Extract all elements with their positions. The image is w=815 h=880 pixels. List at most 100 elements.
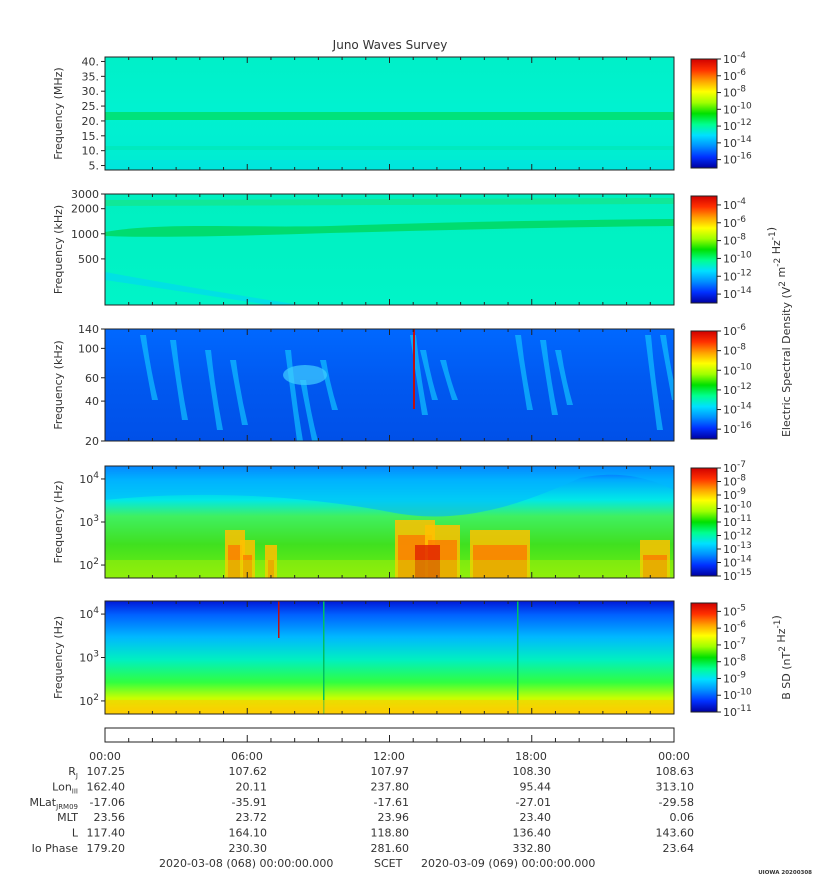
footer-scet-label: SCET [374,857,403,870]
figure-title: Juno Waves Survey [332,38,448,52]
colorbar-tick-label: 10-14 [723,402,752,417]
ephemeris-value: 23.72 [236,811,268,824]
y-axis-label: Frequency (kHz) [52,205,65,294]
ephemeris-value: -17.06 [90,796,125,809]
ephemeris-value: 0.06 [670,811,695,824]
spectral-features-lfr-high [140,329,674,441]
ephemeris-value: 332.80 [513,842,552,855]
ephemeris-row: L 117.40 164.10 118.80 136.40 143.60 [72,827,694,840]
ephemeris-label: L [72,827,79,840]
ephemeris-value: 313.10 [656,780,695,793]
colorbar-tick-label: 10-8 [723,85,746,100]
spectrogram-lfr-high [105,329,674,441]
colorbar-tick-label: 10-15 [723,568,752,583]
ephemeris-value: 118.80 [371,827,410,840]
ephemeris-value: 136.40 [513,827,552,840]
colorbar-title: Electric Spectral Density (V2 m-2 Hz-1) [765,227,793,437]
y-tick-label: 15. [82,130,100,143]
footer-end-time: 2020-03-09 (069) 00:00:00.000 [421,857,595,870]
y-tick-label: 35. [82,70,100,83]
ephemeris-label: Io Phase [32,842,79,855]
colorbar-tick-label: 10-12 [723,382,752,397]
colorbar-tick-label: 10-10 [723,250,752,265]
colorbar-tick-label: 10-6 [723,215,746,230]
y-tick-label: 140 [78,323,99,336]
colorbar-lfr-high: 10-6 10-8 10-10 10-12 10-14 10-16 [690,323,752,440]
ephemeris-value: 107.97 [371,765,410,778]
colorbar-tick-label: 10-16 [723,152,752,167]
y-tick-label: 40 [85,395,99,408]
ephemeris-value: 95.44 [520,780,552,793]
ephemeris-row: RJ 107.25 107.62 107.97 108.30 108.63 [68,765,694,780]
time-tick-label: 12:00 [373,750,405,763]
y-axis-label: Frequency (Hz) [52,616,65,699]
y-tick-label: 60 [85,372,99,385]
y-tick-label: 102 [79,557,99,572]
colorbar-tick-label: 10-14 [723,286,752,301]
ephemeris-value: -17.61 [374,796,409,809]
ephemeris-value: -29.58 [659,796,694,809]
y-tick-label: 500 [78,253,99,266]
footer-start-time: 2020-03-08 (068) 00:00:00.000 [159,857,333,870]
colorbar-tick-label: 10-8 [723,233,746,248]
y-tick-label: 102 [79,693,99,708]
ephemeris-value: 162.40 [87,780,126,793]
colorbar-tick-label: 10-4 [723,197,746,212]
y-tick-label: 100 [78,342,99,355]
y-tick-label: 103 [79,514,99,529]
y-axis-label: Frequency (MHz) [52,67,65,159]
ephemeris-value: 164.10 [229,827,268,840]
ephemeris-row: MLT 23.56 23.72 23.96 23.40 0.06 [57,811,694,824]
colorbar-tick-label: 10-13 [723,541,752,556]
ephemeris-label: MLT [57,811,78,824]
ephemeris-row: Io Phase 179.20 230.30 281.60 332.80 23.64 [32,842,694,855]
colorbar-tick-label: 10-9 [723,487,746,502]
ephemeris-value: -35.91 [232,796,267,809]
colorbar-tick-label: 10-8 [723,474,746,489]
colorbar-tick-label: 10-11 [723,704,752,719]
ephemeris-label: LonIII [52,780,78,795]
colorbar-hfr-high: 10-4 10-6 10-810-10 10-12 10-14 10-16 [690,51,752,169]
ephemeris-row: MLatJRM09 -17.06 -35.91 -17.61 -27.01 -29.58 [29,796,694,811]
colorbar-tick-label: 10-14 [723,555,752,570]
y-axis-label: Frequency (kHz) [52,340,65,429]
colorbar-tick-label: 10-12 [723,528,752,543]
ephemeris-value: 230.30 [229,842,268,855]
y-tick-label: 20. [82,115,100,128]
ephemeris-value: 23.56 [94,811,126,824]
time-tick-label: 00:00 [658,750,690,763]
ephemeris-label: MLatJRM09 [29,796,78,811]
y-tick-label: 2000 [71,203,99,216]
y-axis-label: Frequency (Hz) [52,481,65,564]
spectral-features-lfr-e [105,466,674,578]
ephemeris-value: 237.80 [371,780,410,793]
colorbar-tick-label: 10-8 [723,654,746,669]
colorbar-tick-label: 10-5 [723,603,746,618]
colorbar-lfr-e: 10-710-810-910-1010-1110-1210-1310-1410-… [690,460,752,583]
colorbar-title: B SD (nT2 Hz-1) [770,615,793,700]
y-tick-label: 103 [79,650,99,665]
ephemeris-value: 281.60 [371,842,410,855]
colorbar-tick-label: 10-10 [723,687,752,702]
colorbar-tick-label: 10-14 [723,135,752,150]
colorbar-tick-label: 10-10 [723,501,752,516]
ephemeris-label: RJ [68,765,78,780]
y-tick-label: 40. [82,55,100,68]
ephemeris-value: -27.01 [516,796,551,809]
panel-lfr-e: 104 103 102 Frequency (Hz) 10-710-810-910-10… [52,460,752,583]
ephemeris-value: 107.25 [87,765,126,778]
ephemeris-row: LonIII 162.40 20.11 237.80 95.44 313.10 [52,780,694,795]
ephemeris-value: 143.60 [656,827,695,840]
time-tick-label: 06:00 [231,750,263,763]
colorbar-tick-label: 10-12 [723,268,752,283]
y-tick-label: 5. [89,160,100,173]
colorbar-tick-label: 10-6 [723,620,746,635]
y-tick-label: 20 [85,435,99,448]
colorbar-tick-label: 10-12 [723,118,752,133]
ephemeris-value: 23.64 [663,842,695,855]
y-tick-label: 1000 [71,228,99,241]
y-tick-label: 104 [79,606,99,621]
panel-hfr-high: 5. 10. 15. 20. 25. 30. 35. 40. Frequency (MHz) 10… [52,51,752,172]
